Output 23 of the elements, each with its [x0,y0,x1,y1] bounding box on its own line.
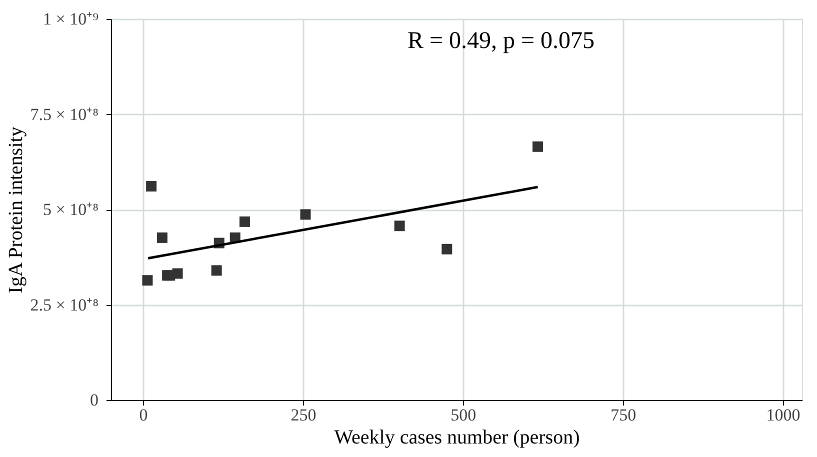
point [394,220,405,232]
point [300,209,311,220]
point [532,141,543,152]
y-tick-label: 1 × 10⁺⁹ [42,10,99,28]
point [146,181,157,192]
x-tick-label: 750 [610,406,636,424]
y-tick-label: 0 [90,390,98,410]
x-axis-title: Weekly cases number (person) [334,426,580,448]
y-tick-label: 2.5 × 10⁺⁸ [30,295,99,314]
x-tick-label: 250 [290,406,316,424]
x-tick-label: 500 [450,406,476,424]
point [239,216,250,227]
point [172,268,183,279]
point [442,244,452,254]
y-axis-title: IgA Protein intensity [5,126,28,294]
x-tick-label: 0 [139,406,148,424]
y-tick-label: 7.5 × 10⁺⁸ [30,104,99,124]
x-tick-label: 1000 [766,406,800,424]
point [156,232,168,243]
y-tick-label: 5 × 10⁺⁸ [42,200,99,219]
annotation: R = 0.49, p = 0.075 [407,28,595,54]
point [211,265,222,276]
point [142,275,153,286]
